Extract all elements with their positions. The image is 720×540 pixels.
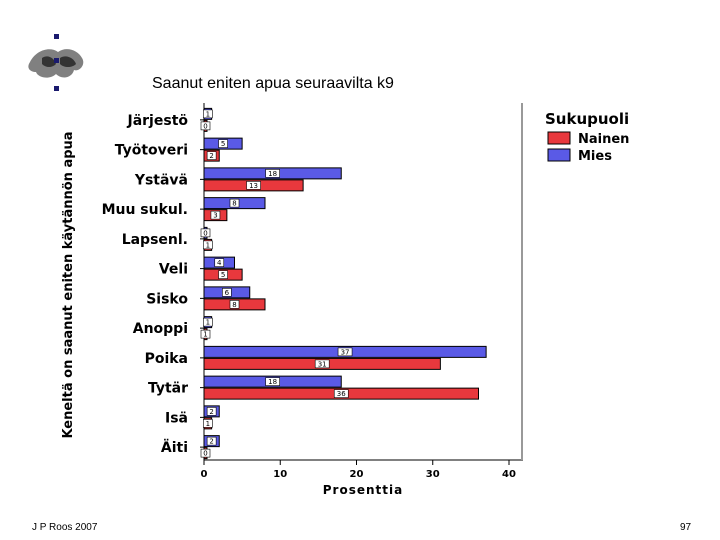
data-label: 5 [221, 140, 225, 148]
category-label: Järjestö [127, 113, 189, 129]
data-label-box [203, 419, 213, 428]
y-axis-title: Keneltä on saanut eniten käytännön apua [61, 131, 76, 438]
data-label-box [206, 407, 217, 416]
category-label: Tytär [148, 381, 188, 397]
x-tick-label: 0 [201, 469, 208, 480]
data-label: 4 [217, 259, 222, 267]
data-label: 18 [268, 378, 277, 386]
data-label-box [229, 198, 240, 208]
data-label: 36 [337, 390, 346, 398]
data-label: 0 [203, 122, 207, 130]
data-label: 1 [203, 331, 207, 339]
data-label-box [333, 389, 349, 398]
university-helmet-logo-icon [28, 34, 84, 91]
data-label-box [200, 329, 211, 339]
legend-label-mies: Mies [578, 149, 612, 164]
data-label-box [214, 258, 225, 267]
footer-author: J P Roos 2007 [32, 522, 98, 533]
category-label: Anoppi [133, 321, 188, 337]
data-label: 31 [318, 360, 327, 368]
legend-title: Sukupuoli [545, 110, 629, 128]
x-tick-label: 10 [273, 469, 287, 480]
data-label-box [200, 448, 211, 458]
data-label-box [265, 377, 280, 386]
legend-label-nainen: Nainen [578, 132, 629, 147]
legend-swatch-nainen [547, 131, 571, 145]
x-tick-label: 30 [426, 469, 440, 480]
data-label-box [314, 359, 330, 369]
data-label-box [265, 169, 280, 178]
data-label: 0 [203, 229, 207, 237]
data-label-box [218, 139, 228, 148]
data-label: 1 [206, 241, 210, 249]
x-tick-label: 40 [502, 469, 516, 480]
chart-legend: Sukupuoli Nainen Mies [545, 110, 629, 164]
data-label: 1 [206, 110, 210, 118]
data-label-box [229, 300, 240, 309]
data-label: 18 [268, 170, 277, 178]
data-label: 3 [213, 212, 217, 220]
category-label: Työtoveri [115, 143, 188, 159]
data-label-box [200, 121, 211, 131]
category-label: Äiti [161, 439, 188, 456]
category-label: Muu sukul. [102, 202, 188, 218]
data-label: 1 [206, 420, 210, 428]
data-label: 0 [203, 450, 207, 458]
data-label: 37 [341, 348, 350, 356]
category-label: Ystävä [134, 172, 188, 188]
data-label: 8 [232, 200, 236, 208]
data-label: 6 [225, 289, 230, 297]
x-axis-title: Prosenttia [323, 483, 403, 497]
data-label: 5 [221, 271, 225, 279]
category-label: Veli [159, 262, 188, 278]
data-label-box [206, 436, 217, 446]
data-label-box [246, 181, 261, 190]
legend-swatch-mies [547, 148, 571, 162]
data-label-box [337, 347, 353, 357]
data-label: 13 [249, 182, 258, 190]
data-label-box [210, 210, 221, 220]
data-label-box [200, 228, 211, 238]
data-label-box [203, 109, 213, 119]
category-label: Isä [165, 410, 188, 426]
data-label-box [203, 317, 213, 327]
category-label: Lapsenl. [122, 232, 188, 248]
x-tick-label: 20 [350, 469, 364, 480]
data-label-box [203, 240, 213, 250]
category-label: Sisko [146, 291, 188, 307]
slide-title: Saanut eniten apua seuraavilta k9 [152, 75, 394, 92]
data-label: 8 [232, 301, 236, 309]
data-label-box [218, 270, 228, 279]
data-label-box [206, 151, 217, 160]
category-label: Poika [145, 351, 188, 367]
page-number: 97 [680, 522, 692, 533]
data-label: 2 [209, 408, 213, 416]
data-label: 2 [209, 152, 213, 160]
data-label: 2 [209, 438, 213, 446]
data-label-box [222, 288, 232, 297]
data-label: 1 [206, 319, 210, 327]
